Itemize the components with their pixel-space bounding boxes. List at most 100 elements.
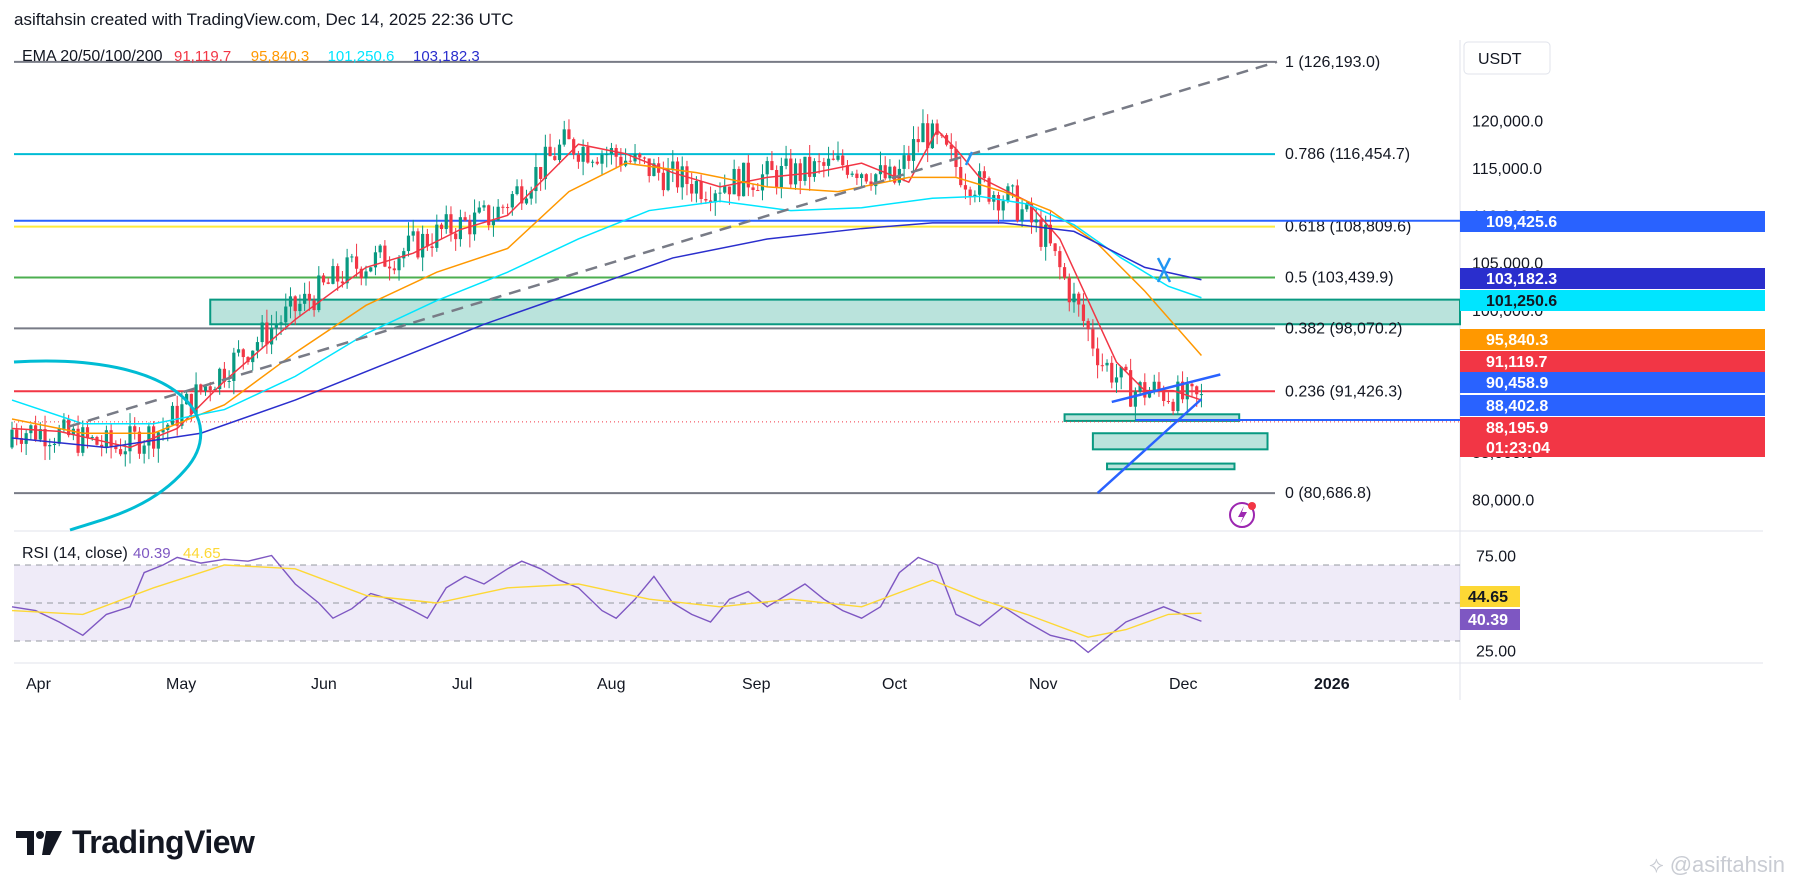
candle-body — [534, 167, 538, 192]
candle-body — [751, 187, 755, 191]
candle-body — [647, 158, 651, 177]
support-zone-2 — [1091, 432, 1269, 451]
candle-body — [883, 165, 887, 179]
trendline-rising-support[interactable] — [1096, 398, 1203, 494]
candle-body — [1176, 381, 1180, 412]
price-tag-label: 91,119.7 — [1486, 354, 1548, 371]
candle-body — [118, 449, 123, 455]
rsi-axis-tick: 75.00 — [1476, 549, 1516, 566]
trendline-fib-dashed-diagonal[interactable] — [68, 60, 1278, 428]
candle-body — [34, 425, 38, 440]
candle-body — [359, 268, 363, 279]
candle-body — [855, 173, 859, 179]
candle-body — [161, 429, 165, 433]
candle-body — [180, 404, 184, 426]
rsi-ma-line — [11, 564, 1202, 638]
time-axis-tick: May — [166, 676, 196, 693]
candle-body — [1062, 267, 1067, 278]
time-axis-tick: Sep — [742, 676, 771, 693]
candle-body — [694, 181, 698, 194]
candle-body — [501, 206, 505, 208]
candle-body — [378, 245, 382, 253]
candle-body — [208, 386, 212, 391]
candle-body — [19, 438, 24, 444]
tradingview-logo[interactable]: TradingView — [16, 824, 255, 861]
candle-body — [288, 296, 293, 307]
ellipse-drawing[interactable] — [13, 359, 203, 532]
tradingview-logo-icon — [16, 830, 62, 855]
candle-body — [1133, 391, 1137, 407]
fib-label-0: 0 (80,686.8) — [1285, 485, 1371, 502]
candle-body — [454, 233, 458, 240]
candle-body — [1157, 381, 1161, 390]
rsi-ma-tag — [1460, 586, 1520, 607]
candle-body — [713, 193, 717, 203]
candle-body — [893, 166, 897, 183]
price-axis-tick: 115,000.0 — [1472, 161, 1542, 178]
candle-body — [425, 233, 429, 247]
candle-body — [510, 194, 514, 208]
candle-body — [680, 166, 684, 188]
candle-body — [1114, 377, 1119, 383]
alert-bolt-icon — [1238, 506, 1247, 524]
candle-body — [199, 384, 203, 391]
candle-body — [987, 178, 991, 202]
candle-body — [1152, 381, 1156, 392]
candle-body — [189, 393, 193, 414]
ema-legend-value: 103,182.3 — [413, 48, 480, 65]
alert-dot — [1248, 502, 1256, 510]
currency-box[interactable] — [1463, 41, 1551, 75]
candle-body — [1190, 383, 1194, 387]
rsi-ma-tag-label: 44.65 — [1468, 589, 1508, 606]
candle-body — [1180, 381, 1185, 400]
candle-body — [1086, 320, 1090, 330]
candle-body — [274, 325, 278, 328]
price-tag — [1460, 395, 1765, 416]
trendline-upper-channel[interactable] — [1111, 373, 1221, 404]
candle-body — [222, 368, 226, 382]
candle-body — [194, 384, 198, 414]
candle-body — [95, 437, 99, 445]
candle-body — [590, 161, 595, 163]
candle-body — [402, 251, 406, 259]
candle-body — [104, 430, 108, 448]
candle-body — [1067, 277, 1071, 303]
candle-body — [869, 181, 873, 187]
candle-body — [1048, 224, 1052, 244]
candle-body — [265, 322, 269, 345]
candle-body — [543, 146, 547, 179]
candle-body — [666, 168, 670, 191]
candle-body — [845, 165, 850, 175]
chart-header: asiftahsin created with TradingView.com,… — [14, 10, 514, 29]
rsi-band — [14, 565, 1460, 641]
candle-body — [982, 171, 986, 179]
candle-body — [907, 155, 911, 161]
author-watermark: ⟡ @asiftahsin — [1649, 852, 1785, 877]
candle-body — [756, 190, 760, 192]
candle-body — [1025, 203, 1029, 210]
cross-mark — [1156, 257, 1172, 283]
candle-body — [373, 252, 378, 268]
candle-body — [43, 429, 47, 447]
time-axis-tick: Nov — [1029, 676, 1057, 693]
candle-body — [581, 146, 585, 162]
candle-body — [963, 185, 968, 190]
fib-label-0.236: 0.236 (91,426.3) — [1285, 383, 1402, 400]
price-tag-label: 88,195.9 — [1486, 420, 1548, 437]
candle-body — [798, 163, 802, 181]
price-tag — [1460, 268, 1765, 289]
candle-body — [1034, 219, 1038, 223]
candle-body — [1072, 293, 1076, 303]
candle-body — [723, 186, 727, 193]
candle-body — [878, 165, 883, 175]
candle-body — [718, 192, 722, 194]
candle-body — [336, 266, 340, 282]
price-tag — [1460, 211, 1765, 232]
candle-body — [350, 256, 354, 258]
candle-body — [85, 427, 90, 438]
fib-label-0.618: 0.618 (108,809.6) — [1285, 219, 1411, 236]
ema-line-3 — [11, 195, 1202, 425]
candle-body — [586, 146, 590, 163]
price-tag-label: 88,402.8 — [1486, 398, 1548, 415]
